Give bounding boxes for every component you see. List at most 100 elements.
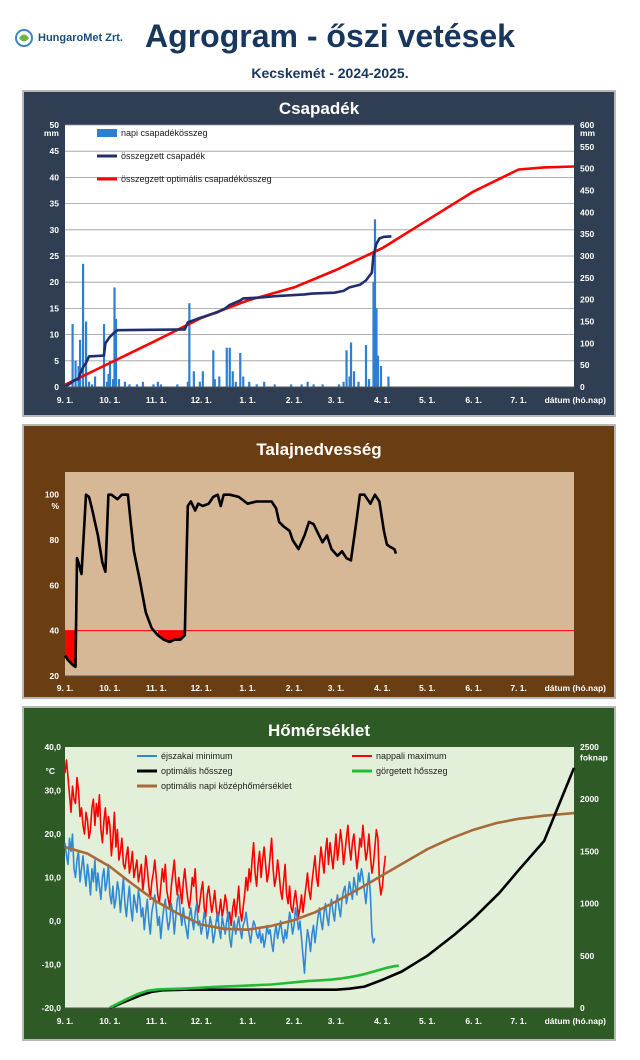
x-tick-label: 1. 1. [239, 1016, 256, 1026]
precip-bar [159, 384, 163, 387]
y-left-tick-label: 30 [50, 225, 60, 235]
soil-moisture-line [63, 493, 398, 669]
y-right-tick-label: 100 [580, 338, 594, 348]
legend-label: optimális hősszeg [161, 766, 233, 776]
soil-moisture-panel: Talajnedvesség 20 40 60 80 100% 9. 1. 10. 1. 11.… [22, 424, 616, 699]
legend-swatch [97, 129, 117, 137]
hungaromet-logo-icon [15, 29, 33, 47]
precip-bar [255, 384, 258, 387]
precip-bar [349, 342, 353, 387]
precip-bar [78, 339, 82, 387]
precip-bar [213, 379, 216, 387]
x-tick-label: 10. 1. [99, 683, 120, 693]
plot-area [65, 472, 574, 676]
precip-bar [234, 381, 237, 387]
y-right-tick-label: 500 [580, 951, 594, 961]
y-right-tick-label: 500 [580, 164, 594, 174]
x-tick-label: 1. 1. [239, 683, 256, 693]
y-right-tick-label: 50 [580, 360, 590, 370]
cumulative-precip-line [64, 235, 392, 389]
precip-bar [321, 384, 324, 387]
precip-bar [188, 303, 191, 387]
daily-max-line [64, 759, 387, 927]
x-tick-label: 9. 1. [57, 683, 74, 693]
precip-bar [93, 376, 97, 387]
precip-bar [114, 318, 118, 387]
y-left-tick-label: 10 [50, 330, 60, 340]
precipitation-chart: Csapadék05101520253035404550050100150200… [22, 90, 616, 417]
x-tick-label: 7. 1. [510, 1016, 527, 1026]
y-right-tick-label: 2000 [580, 794, 599, 804]
y-tick-label: 40 [50, 626, 60, 636]
legend-label: nappali maximum [376, 751, 447, 761]
precip-bar [231, 371, 234, 387]
y-left-tick-label: 50 [50, 120, 60, 130]
y-right-tick-label: 1500 [580, 846, 599, 856]
y-right-tick-label: 300 [580, 251, 594, 261]
y-right-tick-label: 550 [580, 142, 594, 152]
nightly-min-line [64, 833, 376, 974]
precip-bar [387, 376, 390, 387]
x-axis-title: dátum (hó.nap) [545, 683, 607, 693]
precip-bar [201, 371, 204, 387]
precip-bar [192, 371, 195, 387]
optimal-mean-temp-line [64, 811, 575, 931]
x-tick-label: 6. 1. [465, 1016, 482, 1026]
legend-label: összegzett csapadék [121, 151, 206, 161]
precip-bar [228, 347, 231, 387]
y-left-tick-label: 25 [50, 251, 60, 261]
precip-bar [290, 384, 293, 387]
precip-bar [379, 366, 383, 387]
y-tick-label: 20 [50, 671, 60, 681]
x-tick-label: 3. 1. [328, 1016, 345, 1026]
hungaromet-logo: HungaroMet Zrt. [14, 28, 123, 48]
legend-label: optimális napi középhőmérséklet [161, 781, 292, 791]
precip-bar [357, 381, 360, 387]
x-tick-label: 4. 1. [374, 395, 391, 405]
y-right-unit: foknap [580, 752, 608, 762]
precip-bar [348, 376, 351, 387]
x-tick-label: 5. 1. [419, 683, 436, 693]
y-left-unit: °C [45, 766, 55, 776]
y-right-tick-label: 400 [580, 207, 594, 217]
y-right-tick-label: 0 [580, 1003, 585, 1013]
precip-bar [263, 381, 266, 387]
precip-bar [376, 355, 380, 387]
x-tick-label: 4. 1. [374, 1016, 391, 1026]
x-tick-label: 2. 1. [286, 1016, 303, 1026]
precip-bar [345, 350, 348, 387]
y-right-tick-label: 350 [580, 229, 594, 239]
x-tick-label: 12. 1. [191, 1016, 212, 1026]
precip-bar [367, 379, 371, 387]
y-right-tick-label: 1000 [580, 899, 599, 909]
y-unit: % [51, 501, 59, 511]
page-subtitle: Kecskemét - 2024-2025. [251, 65, 409, 81]
x-tick-label: 2. 1. [286, 395, 303, 405]
x-axis-title: dátum (hó.nap) [545, 1016, 607, 1026]
precip-bar [342, 381, 345, 387]
precip-bar [135, 384, 139, 387]
x-tick-label: 1. 1. [239, 395, 256, 405]
legend-label: napi csapadékösszeg [121, 128, 208, 138]
y-left-unit: mm [44, 128, 60, 138]
precip-bar [212, 350, 215, 387]
y-left-tick-label: 45 [50, 146, 60, 156]
y-right-tick-label: 0 [580, 382, 585, 392]
y-left-tick-label: -10,0 [42, 960, 62, 970]
precip-bar [242, 376, 245, 387]
y-left-tick-label: 40,0 [44, 742, 61, 752]
x-axis-title: dátum (hó.nap) [545, 395, 607, 405]
x-tick-label: 10. 1. [99, 395, 120, 405]
precip-bar [239, 352, 242, 387]
y-right-tick-label: 150 [580, 317, 594, 327]
precip-bar [87, 381, 91, 387]
precip-bar [84, 321, 88, 387]
precip-bar [248, 381, 251, 387]
y-left-tick-label: 10,0 [44, 873, 61, 883]
y-left-tick-label: 0,0 [49, 916, 61, 926]
plot-area [65, 747, 574, 1008]
x-tick-label: 7. 1. [510, 683, 527, 693]
x-tick-label: 6. 1. [465, 395, 482, 405]
legend-label: éjszakai minimum [161, 751, 233, 761]
precip-bar [90, 384, 94, 387]
